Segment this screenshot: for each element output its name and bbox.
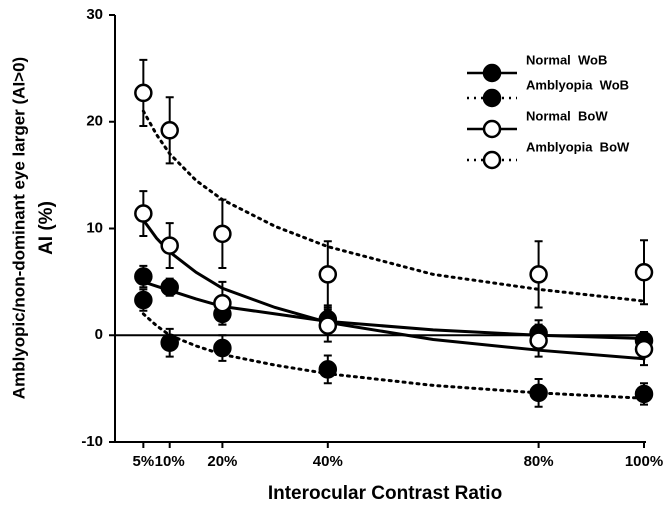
data-point xyxy=(213,224,232,244)
data-point xyxy=(160,333,179,352)
data-point xyxy=(529,265,548,284)
x-tick-label: 5% xyxy=(133,453,155,470)
legend-marker xyxy=(482,63,502,83)
data-point xyxy=(160,121,179,140)
y-axis-label-secondary: Amblyopic/non-dominant eye larger (AI>0) xyxy=(9,57,28,399)
data-point xyxy=(318,265,338,284)
fit-curve xyxy=(141,312,646,400)
data-point xyxy=(529,383,548,403)
x-tick-label: 10% xyxy=(155,453,185,470)
data-point xyxy=(318,360,338,379)
data-point xyxy=(134,204,153,223)
y-tick-label: 20 xyxy=(86,113,103,130)
data-point xyxy=(160,236,179,255)
x-tick-label: 100% xyxy=(625,453,663,470)
data-point xyxy=(134,83,153,103)
y-tick-label: 0 xyxy=(95,326,103,343)
x-tick-label: 40% xyxy=(313,453,343,470)
x-tick-label: 20% xyxy=(207,453,237,470)
legend-marker xyxy=(482,150,502,170)
legend-label: Normal BoW xyxy=(526,108,608,123)
data-point xyxy=(134,290,153,310)
data-point xyxy=(634,384,654,404)
legend-label: Normal WoB xyxy=(526,52,607,67)
legend-marker xyxy=(482,88,502,108)
y-tick-label: -10 xyxy=(81,433,103,450)
x-tick-label: 80% xyxy=(524,453,554,470)
data-point xyxy=(634,263,654,282)
y-tick-label: 10 xyxy=(86,219,103,236)
legend-label: Amblyopia WoB xyxy=(526,77,629,92)
y-axis-label: AI (%) xyxy=(36,201,57,255)
fit-curve xyxy=(141,109,646,303)
data-point xyxy=(213,338,232,358)
legend-marker xyxy=(482,119,502,139)
x-axis-label: Interocular Contrast Ratio xyxy=(268,483,502,504)
data-point xyxy=(160,277,179,297)
data-point xyxy=(134,267,153,286)
data-point xyxy=(634,339,654,359)
data-point xyxy=(213,293,232,313)
data-point xyxy=(318,316,338,335)
y-tick-label: 30 xyxy=(86,6,103,23)
legend-label: Amblyopia BoW xyxy=(526,139,630,154)
data-point xyxy=(529,331,548,350)
